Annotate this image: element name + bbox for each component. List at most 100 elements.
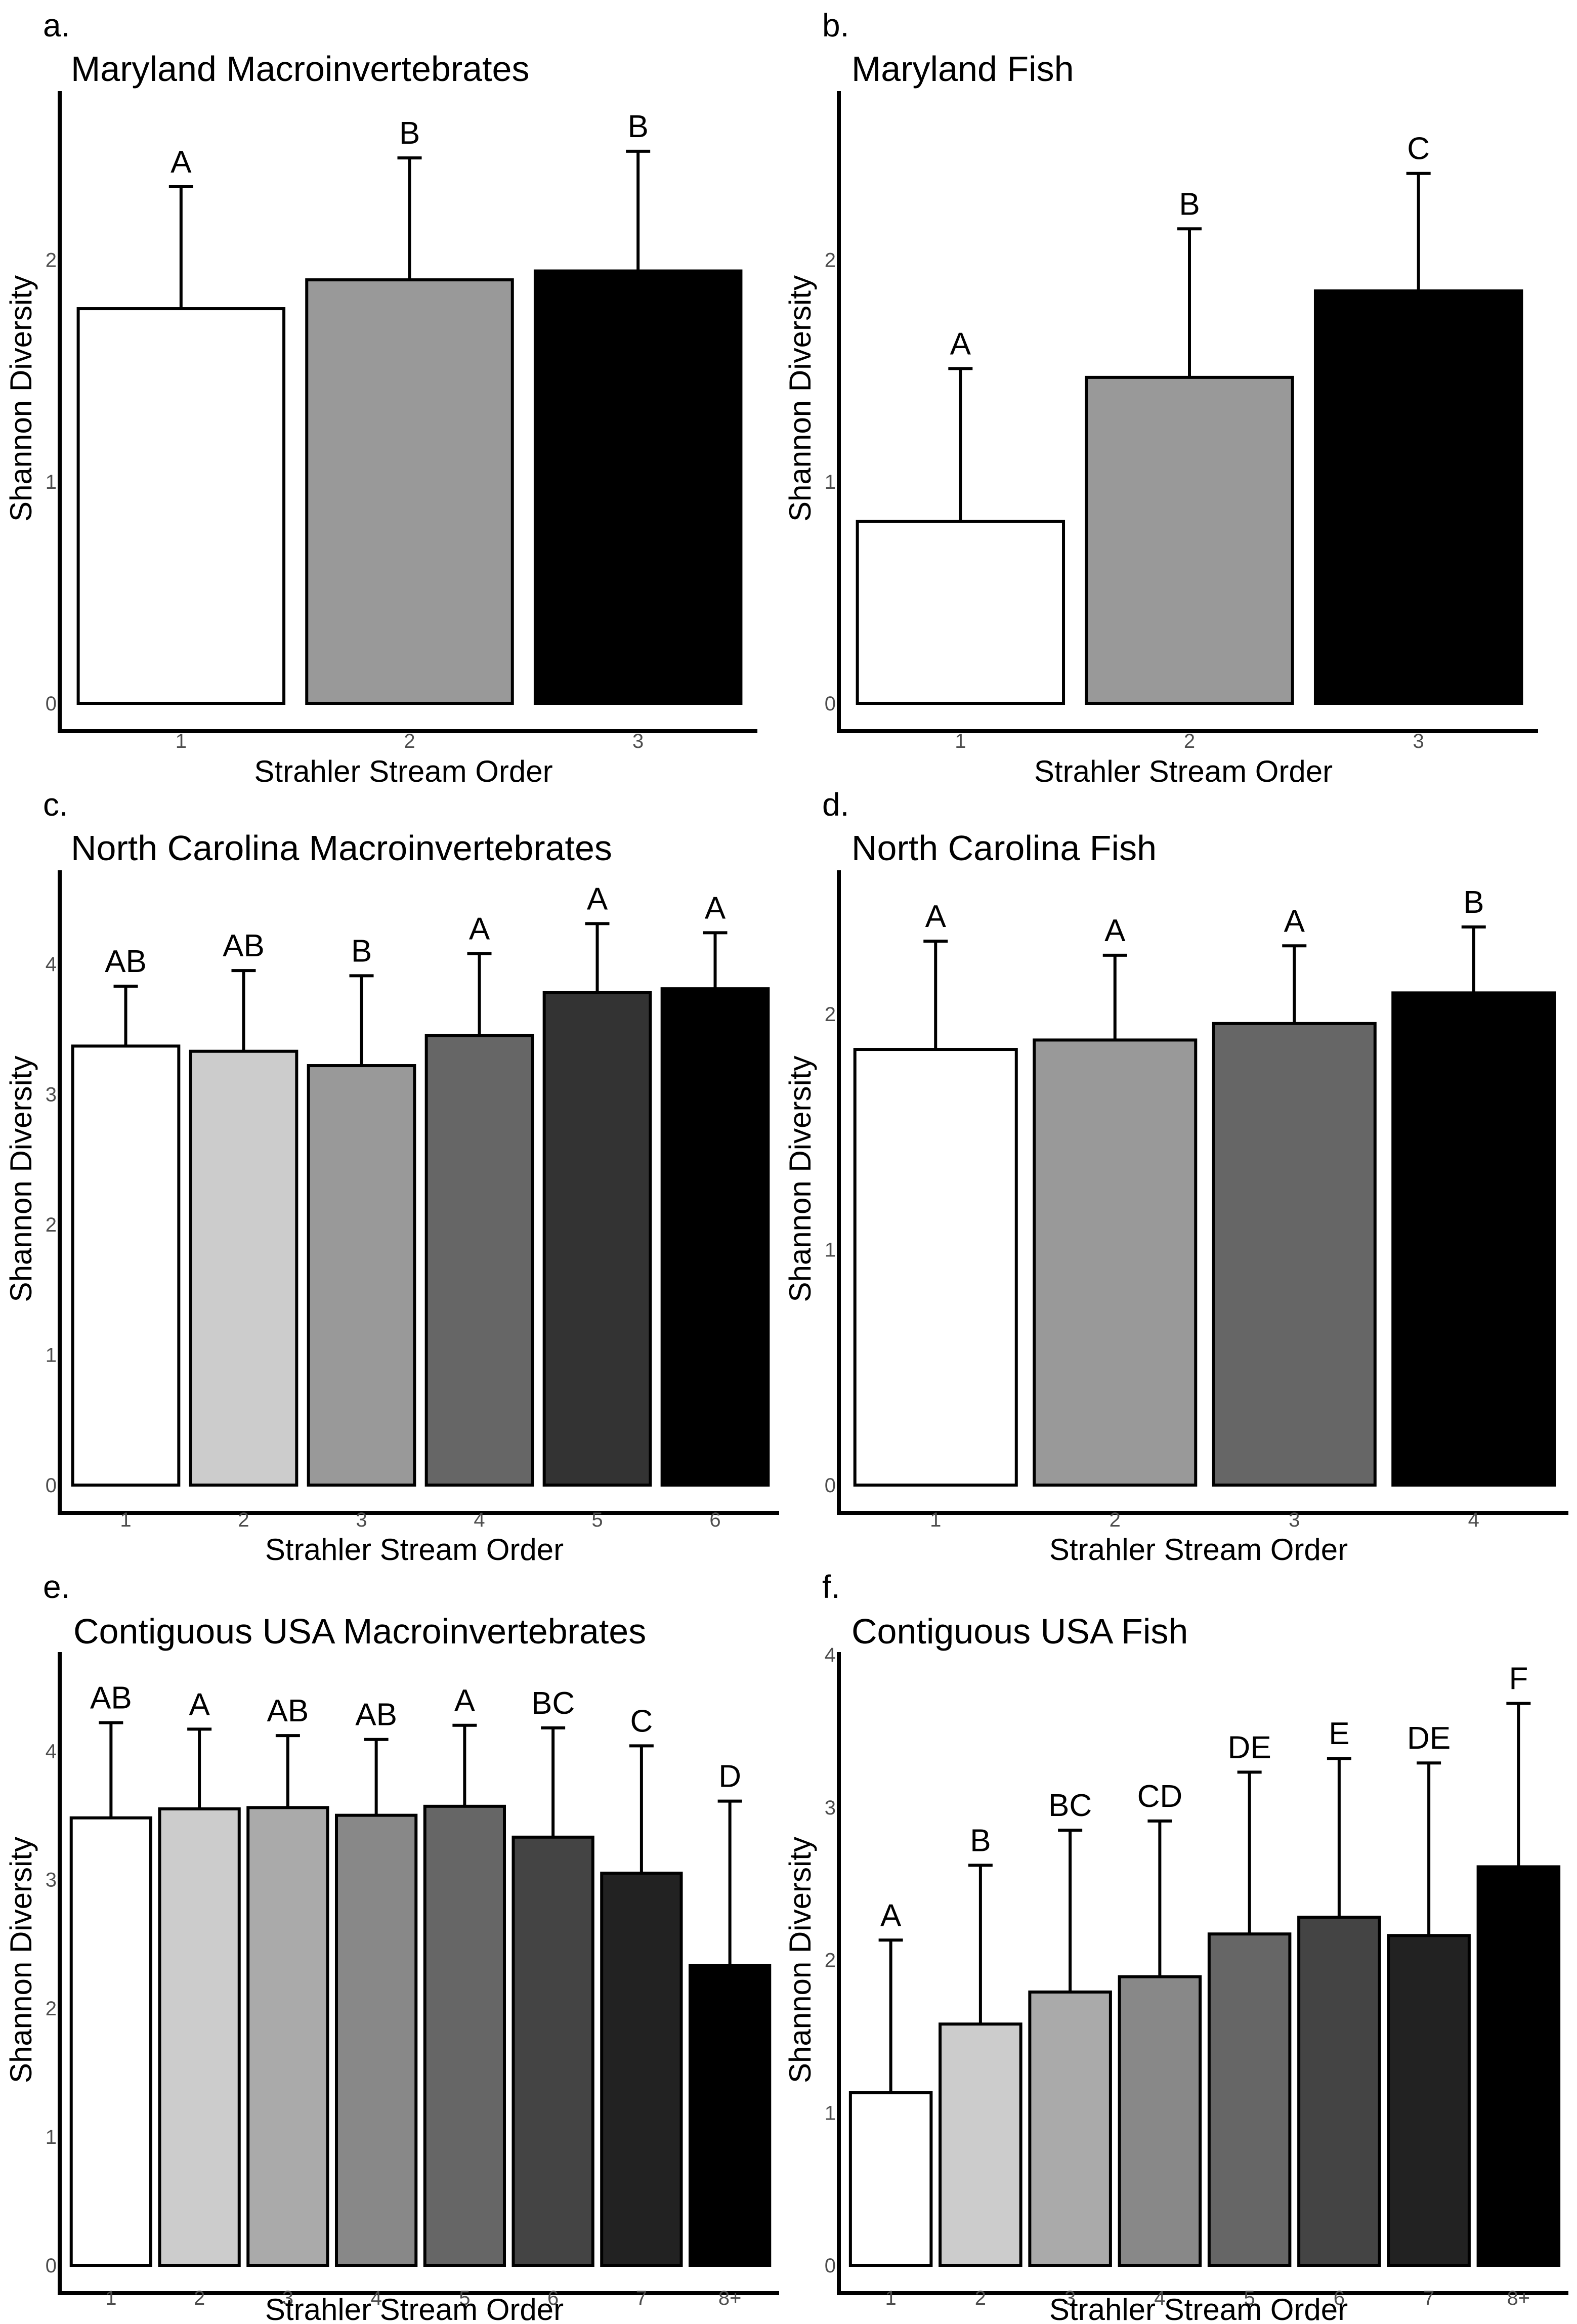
panel-6: f. Contiguous USA Fish 0 1 2 3 4 Shannon Divers…: [783, 1569, 1568, 2324]
bar-1: [853, 1048, 1018, 1487]
panel-1: a.Maryland Macroinvertebrates 0 1 2 Shannon …: [4, 7, 757, 788]
y-axis-label: Shannon Diversity: [783, 1837, 817, 2083]
y-tick-label: 0: [46, 1474, 57, 1497]
bar-7: [600, 1871, 683, 2267]
x-tick-label: 3: [282, 2287, 293, 2309]
significance-label: C: [1407, 132, 1430, 166]
y-tick-label: 1: [46, 2126, 57, 2148]
bar-3: [307, 1064, 416, 1487]
bar-8+: [688, 1964, 772, 2267]
significance-label: B: [627, 109, 648, 144]
x-axis-label: Strahler Stream Order: [265, 2293, 564, 2324]
x-tick-label: 4: [474, 1509, 485, 1531]
y-tick-label: 2: [46, 1214, 57, 1236]
bar-2: [158, 1807, 241, 2267]
bar-4: [424, 1034, 534, 1487]
significance-label: DE: [1407, 1721, 1451, 1756]
panel-4: d.North Carolina Fish 0 1 2 Shannon Diversit…: [783, 786, 1568, 1567]
y-tick-label: 2: [46, 1998, 57, 2020]
y-axis-label: Shannon Diversity: [4, 1837, 38, 2083]
y-tick-label: 3: [46, 1084, 57, 1106]
x-tick-label: 2: [1110, 1509, 1121, 1531]
significance-label: CD: [1137, 1779, 1183, 1814]
bar-1: [76, 307, 286, 705]
x-tick-label: 1: [120, 1509, 131, 1531]
x-tick-label: 1: [955, 730, 966, 752]
x-tick-label: 3: [356, 1509, 367, 1531]
panel-title: Maryland Macroinvertebrates: [71, 49, 529, 89]
y-tick-label: 0: [46, 2255, 57, 2277]
panel-title: Contiguous USA Fish: [851, 1612, 1188, 1651]
y-tick-label: 0: [825, 1474, 836, 1497]
significance-label: A: [1284, 904, 1305, 939]
significance-label: AB: [90, 1681, 132, 1716]
x-tick-label: 3: [1064, 2287, 1076, 2309]
y-tick-label: 2: [46, 249, 57, 272]
y-tick-label: 4: [46, 953, 57, 976]
y-tick-label: 1: [825, 2102, 836, 2124]
bar-1: [69, 1816, 153, 2267]
significance-label: C: [630, 1704, 653, 1739]
y-tick-label: 2: [825, 249, 836, 272]
x-tick-label: 7: [636, 2287, 647, 2309]
panel-title: Maryland Fish: [851, 49, 1074, 89]
y-tick-label: 2: [825, 1003, 836, 1026]
bar-2: [939, 2022, 1022, 2267]
y-tick-label: 4: [825, 1644, 836, 1666]
bar-3: [246, 1806, 329, 2267]
bar-2: [189, 1049, 299, 1487]
y-tick-label: 1: [825, 1239, 836, 1261]
x-axis-label: Strahler Stream Order: [1049, 2293, 1348, 2324]
significance-label: BC: [531, 1686, 575, 1721]
significance-label: A: [171, 145, 192, 180]
significance-label: E: [1329, 1716, 1349, 1751]
y-tick-label: 3: [825, 1797, 836, 1819]
significance-label: D: [718, 1759, 741, 1794]
bar-3: [1028, 1990, 1112, 2267]
y-axis-label: Shannon Diversity: [783, 1056, 817, 1302]
significance-label: A: [705, 891, 726, 925]
bar-6: [660, 987, 770, 1487]
y-tick-label: 2: [825, 1950, 836, 1972]
panel-3: c.North Carolina Macroinvertebrates 0 1 2 3 4…: [4, 786, 779, 1567]
panel-letter: d.: [822, 786, 849, 823]
panel-5: e.Contiguous USA Macroinvertebrates 0 1 2 3 4…: [4, 1569, 779, 2324]
x-tick-label: 2: [238, 1509, 249, 1531]
bar-1: [848, 2091, 933, 2267]
x-tick-label: 4: [1468, 1509, 1479, 1531]
x-tick-label: 8+: [718, 2287, 742, 2309]
x-tick-label: 3: [1289, 1509, 1300, 1531]
x-tick-label: 1: [930, 1509, 941, 1531]
x-tick-label: 4: [371, 2287, 382, 2309]
x-tick-label: 8+: [1507, 2287, 1530, 2309]
panel-letter: a.: [43, 7, 70, 44]
significance-label: B: [970, 1823, 991, 1858]
significance-label: A: [454, 1683, 476, 1718]
bar-2: [1085, 375, 1294, 705]
x-tick-label: 6: [547, 2287, 559, 2309]
significance-label: B: [1463, 885, 1484, 920]
x-tick-label: 6: [709, 1509, 720, 1531]
bar-4: [1391, 991, 1556, 1487]
bar-3: [1313, 289, 1523, 705]
bar-7: [1387, 1934, 1471, 2267]
x-axis-label: Strahler Stream Order: [265, 1533, 564, 1567]
significance-label: A: [880, 1898, 902, 1933]
y-tick-label: 3: [46, 1869, 57, 1891]
y-tick-label: 4: [46, 1741, 57, 1763]
bar-8+: [1476, 1865, 1561, 2267]
panel-title: Contiguous USA Macroinvertebrates: [73, 1612, 646, 1651]
bar-2: [305, 278, 514, 705]
significance-label: AB: [223, 928, 265, 963]
bar-6: [512, 1835, 594, 2267]
bar-5: [1207, 1932, 1292, 2267]
significance-label: F: [1509, 1662, 1528, 1697]
x-tick-label: 2: [975, 2287, 986, 2309]
panel-title: North Carolina Macroinvertebrates: [71, 828, 612, 868]
significance-label: B: [399, 116, 420, 151]
y-tick-label: 1: [46, 1344, 57, 1367]
x-tick-label: 2: [404, 730, 415, 752]
bar-1: [856, 520, 1065, 705]
bar-5: [542, 991, 652, 1487]
